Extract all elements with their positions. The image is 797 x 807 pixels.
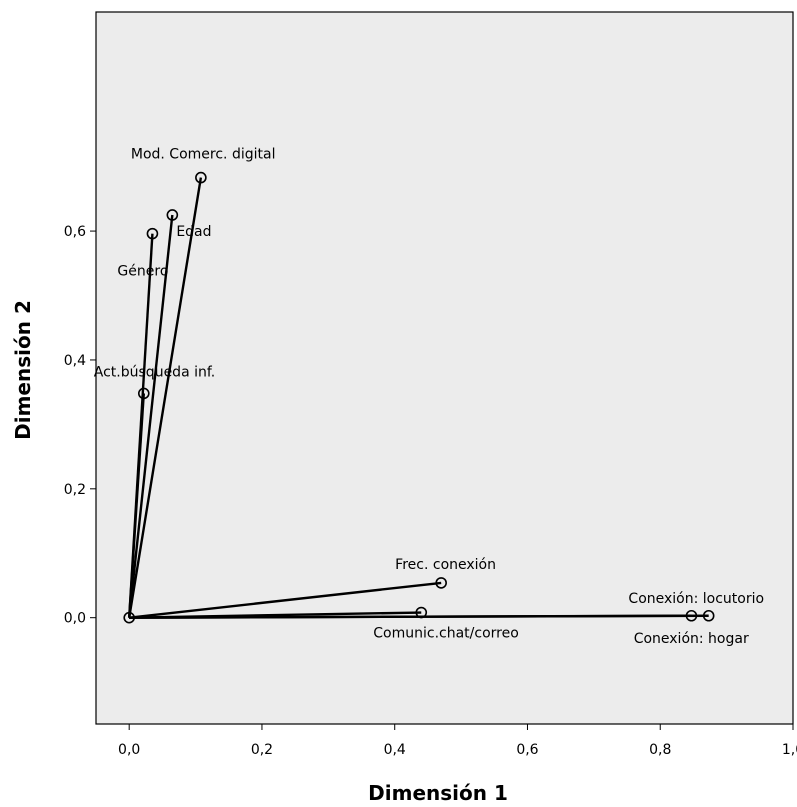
vector-line (127, 393, 145, 618)
point-label: Conexión: hogar (634, 631, 749, 647)
y-tick-label: 0,4 (64, 353, 86, 369)
point-marker (137, 387, 150, 400)
point-marker (685, 609, 698, 622)
origin-marker (123, 611, 135, 624)
point-label: Mod. Comerc. digital (131, 147, 276, 163)
x-tick-label: 0,8 (649, 742, 671, 758)
y-tick-label: 0,2 (64, 482, 86, 498)
x-tick-label: 1,0 (782, 742, 797, 758)
point-label: Act.búsqueda inf. (94, 364, 215, 380)
point-marker (702, 609, 715, 622)
y-axis-title: Dimensión 2 (11, 300, 35, 440)
point-label: Frec. conexión (395, 557, 496, 573)
point-label: Conexión: locutorio (628, 591, 764, 607)
x-tick-label: 0,0 (118, 742, 140, 758)
point-marker (166, 209, 179, 221)
point-marker (146, 227, 159, 240)
point-label: Edad (176, 224, 211, 240)
point-label: Comunic.chat/correo (373, 626, 519, 642)
x-tick-label: 0,2 (251, 742, 273, 758)
y-tick-label: 0,0 (64, 611, 86, 627)
point-marker (415, 606, 428, 619)
point-marker (435, 577, 447, 589)
x-axis-title: Dimensión 1 (368, 781, 508, 805)
point-marker (195, 171, 207, 184)
point-label: Género (117, 264, 168, 280)
vector-line (127, 214, 174, 618)
plot-area (95, 11, 794, 725)
vector-line (128, 177, 203, 618)
vector-line (129, 581, 442, 619)
x-tick-label: 0,6 (516, 742, 538, 758)
x-tick-label: 0,4 (384, 742, 406, 758)
y-tick-label: 0,6 (64, 224, 86, 240)
